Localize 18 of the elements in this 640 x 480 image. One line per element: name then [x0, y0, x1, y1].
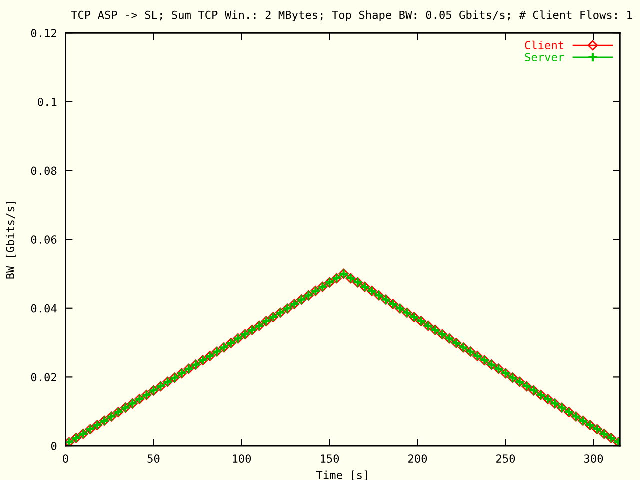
x-tick-label: 0	[63, 454, 68, 464]
y-tick-label: 0.1	[38, 98, 57, 106]
legend-label: Server	[525, 53, 564, 62]
y-tick-label: 0	[51, 442, 57, 450]
x-tick-label: 50	[148, 454, 160, 464]
x-tick-label: 200	[408, 454, 428, 464]
y-tick-label: 0.06	[31, 236, 57, 244]
x-tick-label: 100	[233, 454, 252, 464]
y-tick-label: 0.04	[31, 304, 57, 313]
y-axis-title: BW [Gbits/s]	[6, 202, 16, 279]
x-tick-label: 150	[321, 454, 340, 464]
chart-title: TCP ASP -> SL; Sum TCP Win.: 2 MBytes; Top Shape BW: 0.05 Gbits/s; # Client Flows: 1	[71, 10, 632, 22]
y-tick-label: 0.08	[31, 166, 57, 176]
x-tick-label: 250	[496, 454, 516, 464]
y-tick-label: 0.02	[31, 373, 56, 382]
legend-label: Client	[525, 40, 564, 50]
y-tick-label: 0.12	[31, 29, 56, 38]
x-tick-label: 300	[584, 454, 604, 464]
